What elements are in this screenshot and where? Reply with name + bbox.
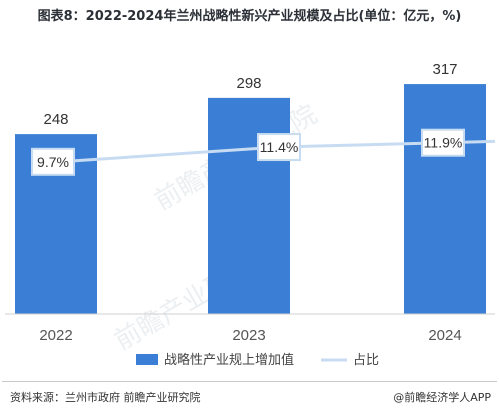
brand-credit: @前瞻经济学人APP	[393, 391, 491, 404]
ratio-label-box-2022	[31, 147, 75, 176]
chart-title: 图表8：2022-2024年兰州战略性新兴产业规模及占比(单位：亿元，%)	[37, 9, 462, 24]
ratio-label-box-2024	[421, 128, 465, 157]
line-ratio	[59, 139, 496, 164]
bar-value-label-2024: 317	[432, 61, 457, 78]
data-labels: 248 298 317 9.7% 11.4% 11.9%	[31, 61, 465, 176]
ratio-label-box-2023	[257, 133, 301, 162]
bar-2024	[404, 84, 486, 315]
x-tick-2024: 2024	[428, 327, 461, 344]
legend-label-line: 占比	[353, 352, 379, 367]
x-tick-2022: 2022	[39, 327, 72, 344]
footer-divider	[2, 381, 497, 382]
source-note: 资料来源：兰州市政府 前瞻产业研究院	[10, 391, 201, 404]
bar-2023	[208, 97, 290, 315]
legend-swatch-bar	[136, 354, 158, 365]
legend-label-bar: 战略性产业规上增加值	[164, 352, 294, 367]
ratio-label-2023: 11.4%	[260, 139, 299, 155]
ratio-label-2022: 9.7%	[37, 154, 69, 170]
bar-value-label-2022: 248	[43, 111, 68, 128]
legend: 战略性产业规上增加值 占比	[136, 352, 379, 367]
footer: 资料来源：兰州市政府 前瞻产业研究院 @前瞻经济学人APP	[0, 381, 499, 410]
ratio-line	[59, 139, 496, 164]
bars	[15, 84, 486, 315]
ratio-label-2024: 11.9%	[424, 135, 463, 151]
x-axis-ticks: 2022 2023 2024	[39, 327, 461, 344]
x-tick-2023: 2023	[232, 327, 265, 344]
bar-value-label-2023: 298	[236, 75, 261, 92]
